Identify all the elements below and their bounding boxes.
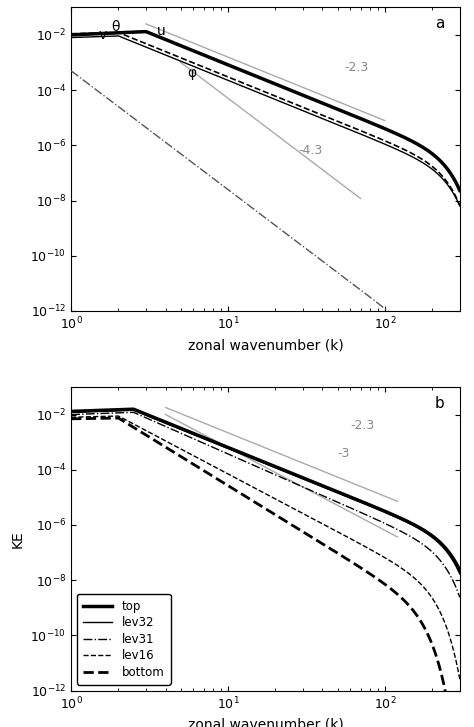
top (130, 405, 136, 414)
top (169, 420, 174, 429)
lev16 (137, 423, 143, 432)
bottom (169, 446, 174, 455)
bottom (298, 526, 304, 535)
lev32 (457, 570, 463, 579)
Y-axis label: KE: KE (11, 530, 25, 547)
Text: v: v (99, 28, 107, 42)
Text: -2.3: -2.3 (344, 61, 368, 74)
Text: b: b (435, 396, 444, 411)
Text: -4.3: -4.3 (298, 144, 322, 156)
bottom (328, 545, 334, 553)
Line: lev31: lev31 (71, 412, 460, 598)
lev16 (245, 480, 250, 489)
Text: a: a (435, 17, 444, 31)
lev31 (362, 510, 367, 518)
Legend: top, lev32, lev31, lev16, bottom: top, lev32, lev31, lev16, bottom (77, 594, 171, 685)
Line: bottom: bottom (71, 418, 460, 727)
Text: u: u (156, 24, 165, 38)
lev32 (328, 486, 334, 494)
lev16 (169, 440, 174, 449)
Text: θ: θ (111, 20, 119, 34)
lev32 (68, 408, 74, 417)
lev16 (115, 411, 121, 420)
lev31 (457, 593, 463, 602)
lev31 (130, 408, 136, 417)
top (298, 473, 304, 481)
lev32 (169, 421, 174, 430)
lev31 (169, 425, 174, 433)
top (328, 485, 334, 494)
X-axis label: zonal wavenumber (k): zonal wavenumber (k) (188, 718, 343, 727)
lev16 (328, 524, 334, 533)
top (245, 451, 250, 459)
lev32 (362, 499, 367, 508)
top (68, 407, 74, 416)
Text: -3: -3 (337, 446, 350, 459)
lev32 (298, 473, 304, 482)
lev31 (68, 410, 74, 419)
lev31 (137, 411, 143, 419)
bottom (68, 414, 74, 423)
lev16 (68, 413, 74, 422)
Line: top: top (71, 409, 460, 571)
Text: -2.3: -2.3 (350, 419, 374, 432)
lev32 (130, 406, 136, 414)
bottom (137, 427, 143, 436)
lev32 (245, 452, 250, 461)
X-axis label: zonal wavenumber (k): zonal wavenumber (k) (188, 338, 343, 352)
top (137, 408, 143, 417)
lev16 (457, 675, 463, 683)
top (457, 566, 463, 575)
bottom (362, 566, 367, 574)
bottom (245, 493, 250, 502)
lev31 (328, 495, 334, 504)
lev32 (137, 409, 143, 417)
Line: lev32: lev32 (71, 410, 460, 574)
lev31 (298, 481, 304, 490)
bottom (115, 414, 121, 422)
lev16 (298, 508, 304, 517)
lev31 (245, 458, 250, 467)
Line: lev16: lev16 (71, 416, 460, 679)
top (362, 499, 367, 507)
Text: φ: φ (187, 66, 196, 80)
lev16 (362, 542, 367, 550)
